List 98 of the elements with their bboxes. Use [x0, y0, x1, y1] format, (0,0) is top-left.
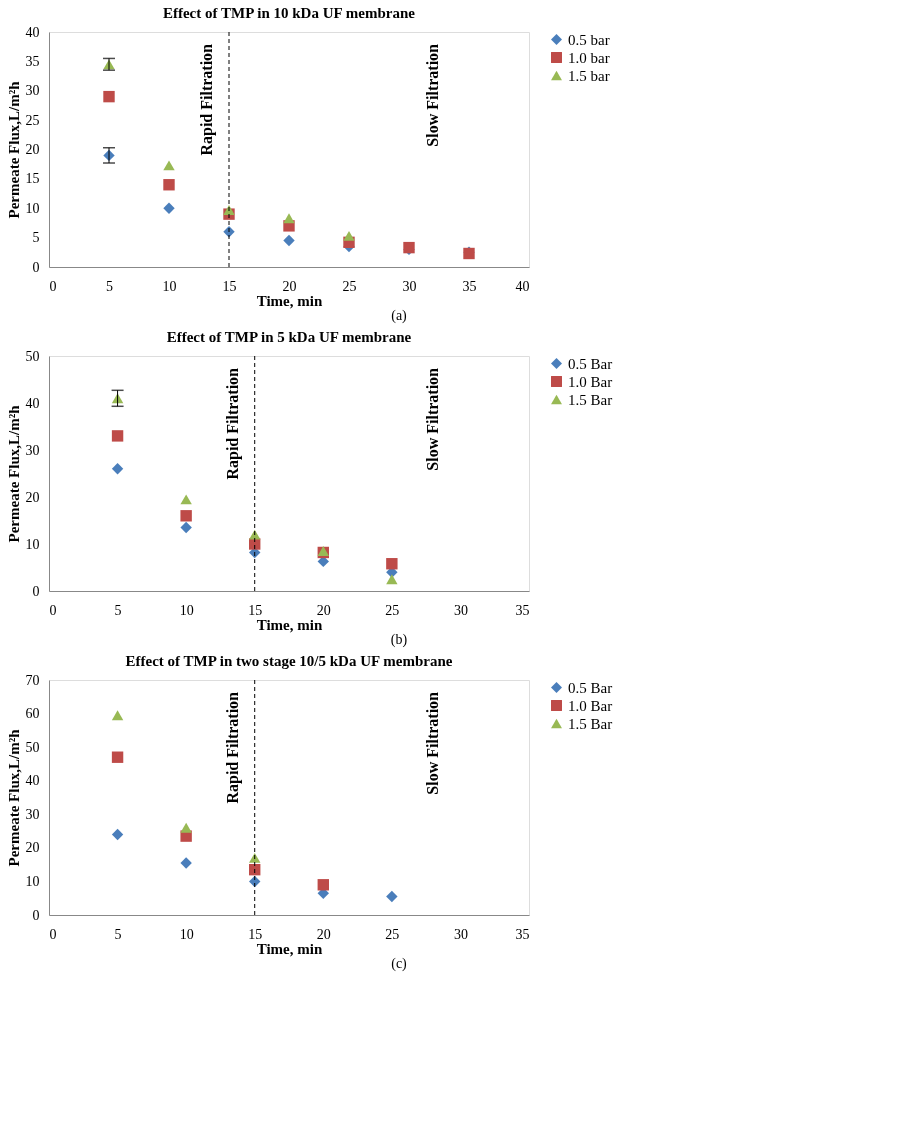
legend-label: 1.0 bar	[568, 49, 610, 66]
x-tick-label: 15	[248, 602, 263, 618]
y-tick-label: 0	[32, 583, 40, 599]
y-tick-label: 20	[25, 489, 40, 505]
y-tick-label: 20	[25, 142, 40, 157]
x-axis-title: Time, min	[256, 616, 323, 633]
x-tick-label: 0	[49, 926, 57, 942]
legend-label: 0.5 Bar	[568, 355, 613, 372]
x-tick-label: 20	[316, 926, 331, 942]
y-tick-label: 10	[25, 536, 40, 552]
x-tick-label: 0	[49, 278, 57, 294]
point	[111, 463, 124, 475]
legend-label: 0.5 bar	[568, 31, 610, 48]
point	[283, 213, 295, 224]
y-tick-label: 25	[25, 112, 40, 128]
y-tick-label: 50	[25, 739, 40, 755]
legend-label: 1.0 Bar	[568, 373, 613, 390]
x-tick-label: 35	[515, 602, 530, 618]
x-tick-label: 25	[385, 602, 400, 618]
chart-title: Effect of TMP in two stage 10/5 kDa UF membrane	[125, 653, 453, 669]
x-tick-label: 35	[462, 278, 477, 294]
x-tick-label: 10	[179, 926, 194, 942]
text: (c)	[391, 956, 408, 972]
y-tick-label: 30	[25, 806, 40, 822]
point	[386, 890, 398, 903]
y-tick-label: 40	[25, 24, 40, 40]
x-tick-label: 25	[342, 278, 357, 294]
y-tick-label: 60	[25, 706, 40, 722]
legend-label: 1.5 Bar	[568, 715, 613, 732]
point	[249, 529, 261, 540]
y-tick-label: 40	[25, 773, 40, 789]
y-tick-label: 0	[32, 259, 40, 275]
annotation: Slow Filtration	[424, 43, 441, 147]
x-tick-label: 25	[385, 926, 400, 942]
chart-title: Effect of TMP in 5 kDa UF membrane	[166, 329, 412, 345]
x-tick-label: 15	[248, 926, 263, 942]
annotation: Slow Filtration	[424, 367, 441, 471]
point	[163, 179, 175, 191]
annotation: Slow Filtration	[424, 691, 441, 795]
x-tick-label: 10	[162, 278, 177, 294]
text: (a)	[391, 308, 408, 324]
x-tick-label: 5	[114, 926, 122, 942]
y-tick-label: 10	[25, 200, 40, 216]
x-tick-label: 40	[515, 278, 530, 294]
point	[386, 574, 398, 585]
chart-title: Effect of TMP in 10 kDa UF membrane	[162, 5, 416, 21]
x-tick-label: 20	[282, 278, 297, 294]
y-tick-label: 0	[32, 907, 40, 923]
point	[180, 494, 192, 505]
point	[386, 558, 398, 570]
y-tick-label: 30	[25, 83, 40, 99]
point	[180, 521, 192, 534]
y-tick-label: 50	[25, 348, 40, 364]
point	[180, 510, 192, 522]
point	[283, 234, 295, 247]
x-tick-label: 15	[222, 278, 237, 294]
y-tick-label: 5	[32, 230, 40, 246]
text: (b)	[390, 632, 408, 648]
y-tick-label: 40	[25, 395, 40, 411]
annotation: Rapid Filtration	[198, 43, 216, 156]
point	[180, 857, 192, 869]
y-tick-label: 70	[25, 672, 40, 688]
point	[111, 430, 124, 442]
point	[111, 751, 124, 763]
x-tick-label: 0	[49, 602, 57, 618]
y-tick-label: 20	[25, 840, 40, 856]
x-tick-label: 20	[316, 602, 331, 618]
x-tick-label: 10	[179, 602, 194, 618]
x-tick-label: 30	[453, 926, 468, 942]
point	[180, 822, 192, 833]
legend-label: 1.5 bar	[568, 67, 610, 84]
legend-label: 0.5 Bar	[568, 679, 613, 696]
x-tick-label: 5	[114, 602, 122, 618]
point	[317, 879, 329, 891]
x-tick-label: 30	[402, 278, 417, 294]
point	[163, 160, 175, 171]
point	[343, 230, 355, 241]
x-axis-title: Time, min	[256, 292, 323, 309]
y-tick-label: 15	[25, 171, 40, 187]
y-axis-title: Permeate Flux,L/m²h	[5, 404, 22, 543]
annotation: Rapid Filtration	[223, 367, 242, 480]
x-tick-label: 30	[453, 602, 468, 618]
point	[163, 202, 175, 214]
point	[249, 852, 261, 863]
point	[103, 90, 115, 103]
x-tick-label: 5	[106, 278, 113, 294]
legend-label: 1.5 Bar	[568, 391, 613, 408]
y-tick-label: 35	[25, 53, 40, 69]
x-tick-label: 35	[515, 926, 530, 942]
y-axis-title: Permeate Flux,L/m²h	[5, 728, 22, 867]
y-axis-title: Permeate Flux,L/m²h	[5, 80, 22, 219]
y-tick-label: 10	[25, 873, 40, 889]
point	[111, 710, 124, 721]
annotation: Rapid Filtration	[223, 691, 242, 804]
y-tick-label: 30	[25, 442, 40, 458]
point	[111, 828, 124, 841]
x-axis-title: Time, min	[256, 940, 323, 957]
legend-label: 1.0 Bar	[568, 697, 613, 714]
